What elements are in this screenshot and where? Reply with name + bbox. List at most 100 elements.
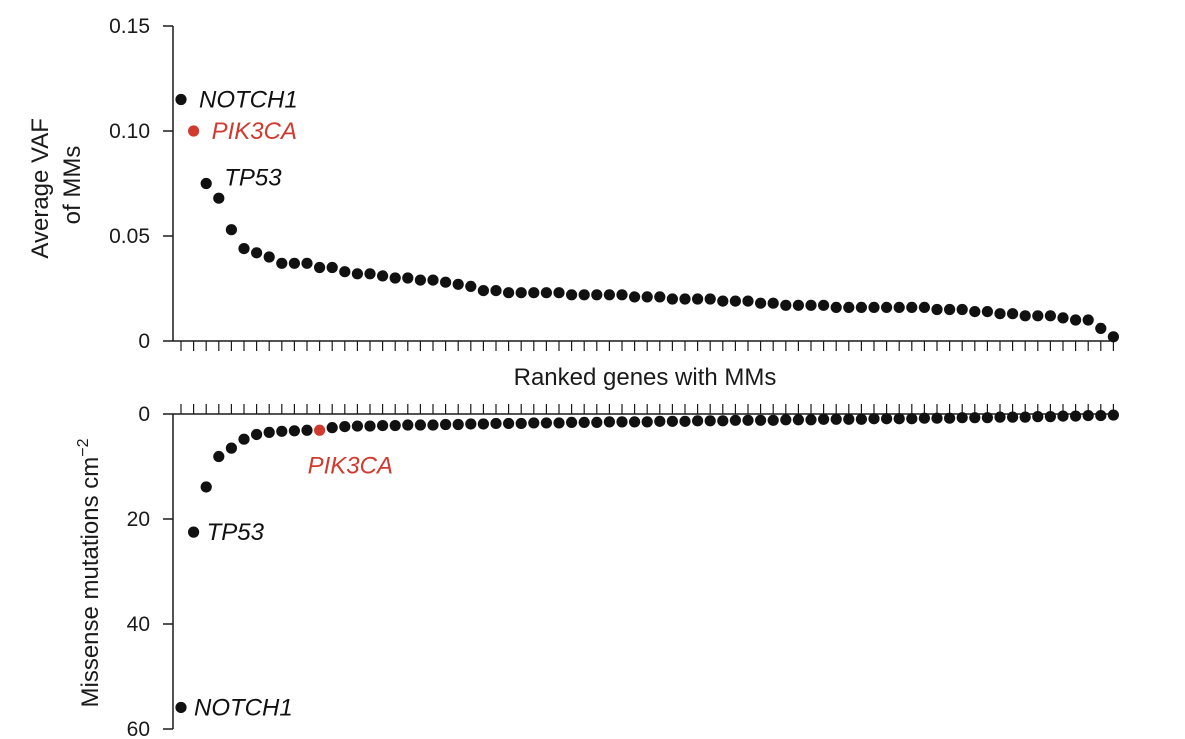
top-data-point xyxy=(1082,314,1094,326)
top-x-ticks xyxy=(180,341,1115,351)
top-data-point xyxy=(440,276,452,288)
top-data-point xyxy=(414,274,426,286)
top-data-point xyxy=(931,303,943,316)
bottom-data-point xyxy=(566,416,578,428)
top-data-points xyxy=(175,93,1119,343)
top-y-tick-label: 0.10 xyxy=(109,120,150,143)
bottom-data-point xyxy=(742,414,754,426)
top-data-point xyxy=(540,287,553,299)
bottom-data-point xyxy=(427,419,439,431)
bottom-data-point xyxy=(792,414,805,426)
top-data-point xyxy=(629,291,641,303)
top-data-point xyxy=(1007,308,1019,320)
bottom-gene-label: NOTCH1 xyxy=(194,694,293,721)
bottom-data-point xyxy=(1007,411,1019,423)
top-data-point xyxy=(578,289,590,301)
top-data-point xyxy=(906,301,918,313)
bottom-data-point xyxy=(918,412,931,424)
top-y-tick-label: 0.15 xyxy=(109,15,150,38)
bottom-data-point xyxy=(654,415,666,427)
top-data-point xyxy=(528,287,540,299)
top-data-point xyxy=(263,251,275,263)
bottom-data-point xyxy=(603,416,616,428)
bottom-data-point xyxy=(679,415,691,427)
bottom-data-point xyxy=(213,450,225,463)
bottom-y-ticks: 0 20 40 60 xyxy=(127,403,173,739)
bottom-y-axis-title: Missense mutations cm−2 xyxy=(75,438,104,707)
top-data-point xyxy=(238,243,250,255)
top-data-point xyxy=(641,291,653,303)
top-data-point xyxy=(465,280,477,292)
bottom-data-point xyxy=(351,420,363,432)
top-data-point xyxy=(1032,310,1044,322)
bottom-data-point xyxy=(175,701,187,714)
bottom-data-points xyxy=(175,409,1119,714)
top-data-point xyxy=(276,257,288,269)
bottom-data-point xyxy=(818,413,830,425)
top-data-point xyxy=(843,301,855,313)
bottom-data-point xyxy=(414,419,426,431)
bottom-data-point xyxy=(238,433,250,445)
top-data-point xyxy=(1095,322,1107,334)
top-data-point xyxy=(742,295,754,307)
bottom-data-point xyxy=(276,425,288,437)
bottom-data-point xyxy=(704,415,716,427)
bottom-data-point xyxy=(855,413,868,425)
top-data-point xyxy=(666,293,679,305)
bottom-data-point xyxy=(591,416,603,428)
top-gene-label: PIK3CA xyxy=(212,118,297,145)
bottom-data-point xyxy=(503,417,515,430)
top-data-point xyxy=(566,289,578,301)
top-y-axis-title-line2: of MMs xyxy=(59,146,86,225)
top-y-tick-label: 0 xyxy=(138,330,150,353)
bottom-data-point xyxy=(288,425,300,437)
top-data-point xyxy=(969,306,981,318)
top-y-tick-label: 0.05 xyxy=(109,225,150,248)
bottom-annotations: PIK3CA TP53 NOTCH1 xyxy=(194,452,393,721)
top-data-point xyxy=(994,308,1006,320)
top-data-point xyxy=(805,299,817,311)
bottom-data-point xyxy=(1019,411,1031,423)
bottom-data-point xyxy=(1044,411,1056,423)
bottom-data-point xyxy=(326,422,338,434)
bottom-data-point xyxy=(377,419,389,432)
top-data-point xyxy=(780,299,792,311)
top-data-point xyxy=(326,261,338,274)
top-data-point xyxy=(1044,310,1056,322)
top-y-ticks: 0 0.05 0.10 0.15 xyxy=(109,15,173,353)
bottom-data-point xyxy=(944,412,956,424)
bottom-data-point xyxy=(465,418,477,430)
bottom-data-point xyxy=(1070,410,1082,422)
top-data-point xyxy=(452,278,464,290)
top-data-point xyxy=(654,291,666,303)
top-data-point xyxy=(830,301,842,313)
bottom-data-point-highlight xyxy=(314,424,326,436)
bottom-data-point xyxy=(881,413,893,425)
bottom-data-point xyxy=(780,414,792,426)
bottom-data-point xyxy=(1107,409,1119,421)
bottom-data-point xyxy=(490,417,502,430)
top-data-point xyxy=(893,301,905,313)
top-data-point xyxy=(881,301,893,313)
top-panel: 0 0.05 0.10 0.15 NOTCH1 PIK3CA TP53 Average V… xyxy=(27,15,1119,353)
top-data-point xyxy=(301,257,313,269)
bottom-panel: 0 20 40 60 PIK3CA TP53 NOTCH1 Missense mutati… xyxy=(75,403,1119,739)
top-data-point xyxy=(225,224,237,236)
top-data-point xyxy=(213,192,225,204)
top-data-point xyxy=(918,301,931,313)
top-data-point xyxy=(767,297,779,309)
bottom-data-point xyxy=(931,412,943,424)
top-data-point xyxy=(981,306,994,318)
bottom-data-point xyxy=(805,414,817,426)
bottom-data-point xyxy=(717,415,729,427)
bottom-data-point xyxy=(906,413,918,425)
top-y-axis-title: Average VAF of MMs xyxy=(27,111,86,258)
bottom-gene-label: PIK3CA xyxy=(308,452,393,479)
bottom-data-point xyxy=(616,416,628,428)
top-data-point xyxy=(704,293,716,305)
bottom-x-ticks xyxy=(180,404,1115,414)
bottom-data-point xyxy=(629,416,641,428)
top-data-point xyxy=(389,272,401,284)
bottom-y-axis-title-superscript: −2 xyxy=(75,438,92,456)
